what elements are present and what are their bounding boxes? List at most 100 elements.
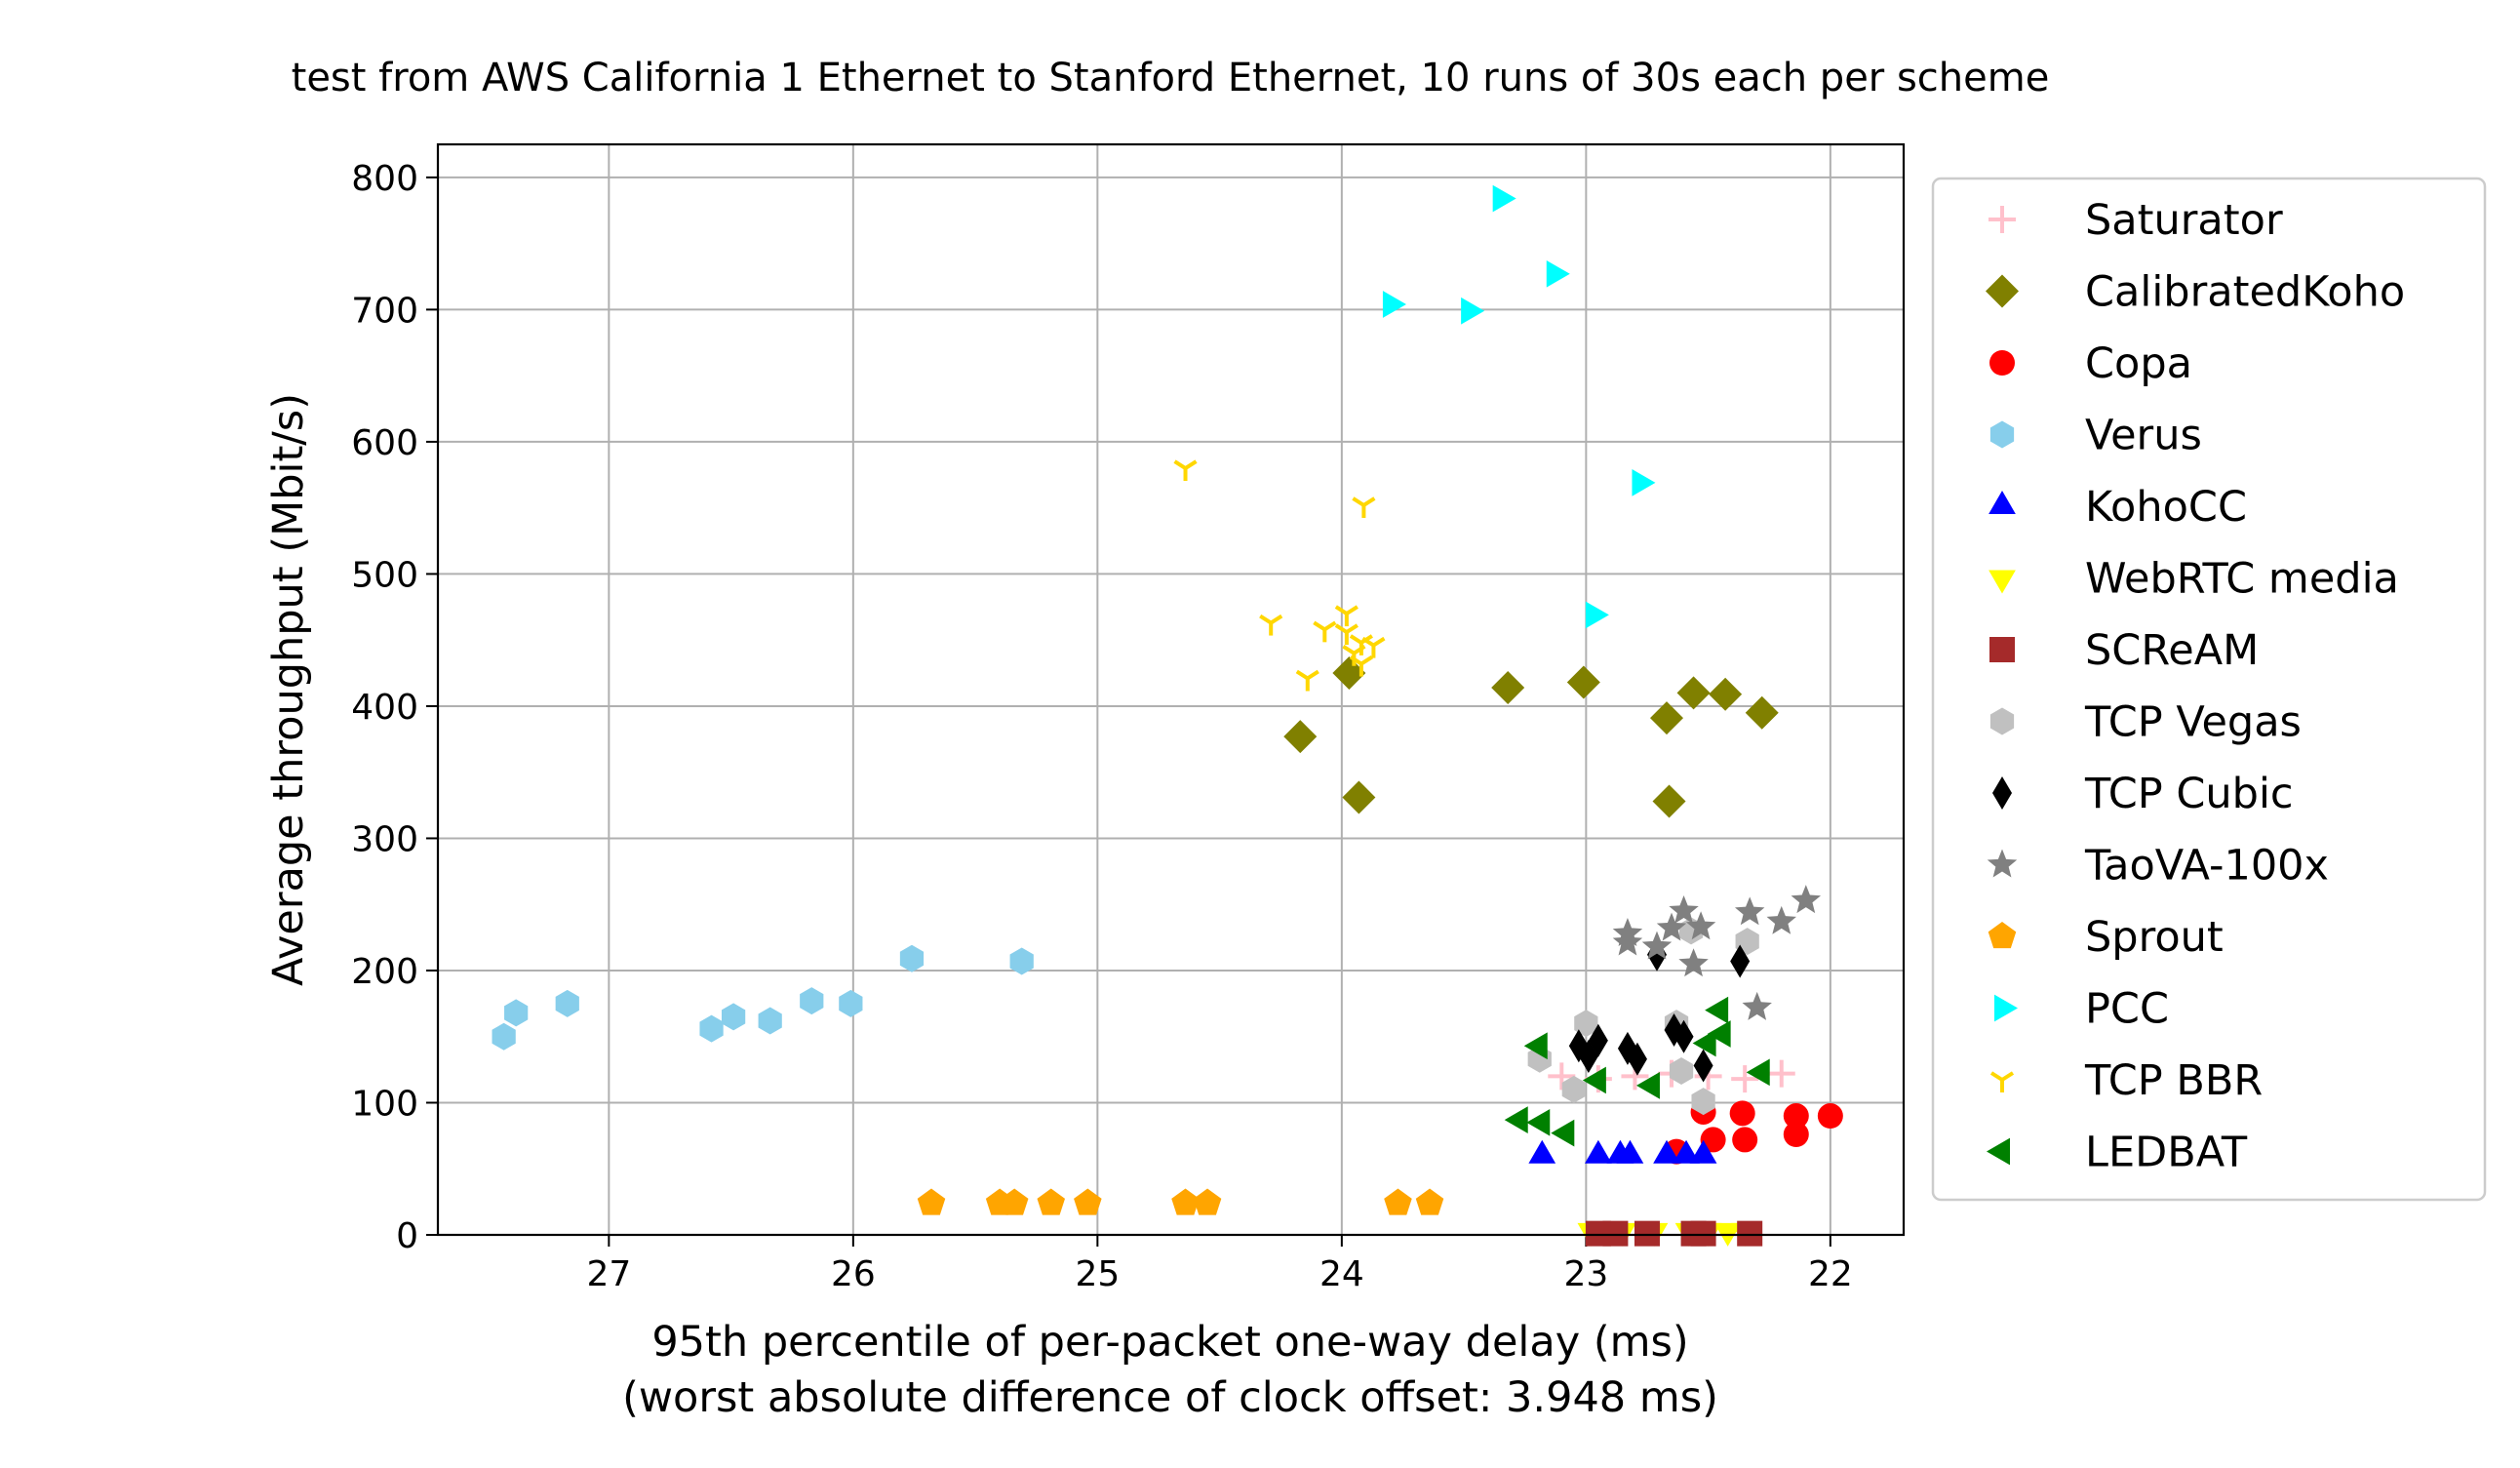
data-point-kohocc xyxy=(1653,1139,1680,1164)
data-point-scream xyxy=(1634,1220,1660,1247)
data-point-pcc xyxy=(1492,184,1516,213)
data-point-saturator xyxy=(1548,1062,1576,1091)
legend-label: KohoCC xyxy=(2085,483,2247,532)
data-point-sprout xyxy=(1037,1188,1066,1215)
legend-entry-sprout: Sprout xyxy=(1988,913,2224,962)
legend-marker-verus xyxy=(1989,420,2015,449)
legend-entry-scream: SCReAM xyxy=(1989,626,2259,675)
data-point-tcp-bbr xyxy=(1295,669,1319,692)
data-point-saturator xyxy=(1731,1065,1759,1093)
x-tick-label: 25 xyxy=(1075,1254,1120,1294)
data-point-tcp-bbr xyxy=(1259,614,1283,636)
data-point-taova-100x xyxy=(1734,896,1765,926)
data-point-kohocc xyxy=(1673,1139,1700,1164)
y-tick-label: 200 xyxy=(351,952,418,992)
legend-entry-calibratedkoho: CalibratedKoho xyxy=(1986,268,2405,317)
legend-label: LEDBAT xyxy=(2085,1129,2248,1177)
legend-entry-verus: Verus xyxy=(1989,412,2202,460)
legend-label: Sprout xyxy=(2085,913,2224,962)
data-point-ledbat xyxy=(1705,996,1729,1024)
data-point-tcp-cubic xyxy=(1588,1023,1608,1057)
legend-entry-tcp-bbr: TCP BBR xyxy=(1989,1056,2263,1105)
y-tick-label: 300 xyxy=(351,819,418,859)
y-tick-label: 100 xyxy=(351,1084,418,1124)
legend-marker-saturator xyxy=(1988,206,2016,233)
data-point-copa xyxy=(1783,1122,1809,1148)
legend-marker-taova-100x xyxy=(1987,849,2018,878)
data-point-tcp-cubic xyxy=(1673,1019,1694,1053)
data-point-ledbat xyxy=(1635,1072,1660,1099)
series-ledbat xyxy=(1504,996,1770,1147)
series-tcp-bbr xyxy=(1173,459,1386,692)
data-point-verus xyxy=(492,1022,516,1051)
data-point-verus xyxy=(758,1007,782,1035)
legend-marker-pcc xyxy=(1994,994,2018,1022)
legend-marker-tcp-cubic xyxy=(1992,776,2012,810)
y-tick-label: 400 xyxy=(351,688,418,728)
data-point-verus xyxy=(1009,947,1034,975)
data-point-copa xyxy=(1729,1100,1755,1127)
data-point-ledbat xyxy=(1523,1032,1548,1060)
legend-label: TCP Cubic xyxy=(2084,770,2294,818)
data-point-sprout xyxy=(1074,1188,1102,1215)
x-tick-label: 24 xyxy=(1319,1254,1364,1294)
legend-label: Verus xyxy=(2085,412,2202,460)
data-point-calibratedkoho xyxy=(1709,677,1743,711)
data-point-sprout xyxy=(1415,1188,1444,1215)
data-point-tcp-bbr xyxy=(1334,623,1358,646)
legend-marker-scream xyxy=(1989,637,2015,662)
legend-label: TaoVA-100x xyxy=(2084,842,2329,891)
legend-marker-kohocc xyxy=(1988,491,2016,514)
data-point-copa xyxy=(1783,1103,1809,1130)
legend-label: Copa xyxy=(2085,339,2192,388)
data-point-tcp-vegas xyxy=(1669,1056,1694,1085)
data-point-kohocc xyxy=(1528,1139,1556,1164)
legend-marker-calibratedkoho xyxy=(1986,274,2019,308)
legend-marker-tcp-vegas xyxy=(1989,707,2015,735)
y-tick-label: 600 xyxy=(351,423,418,463)
x-tick-label: 23 xyxy=(1563,1254,1608,1294)
legend-box xyxy=(1931,177,2487,1202)
data-point-copa xyxy=(1732,1127,1758,1153)
legend-marker-sprout xyxy=(1988,922,2017,949)
data-point-calibratedkoho xyxy=(1283,720,1318,754)
legend-entry-pcc: PCC xyxy=(1994,985,2169,1034)
x-axis-ticks: 27 26 25 24 23 22 xyxy=(586,1235,1853,1294)
data-point-tcp-vegas xyxy=(1691,1088,1715,1116)
series-taova-100x xyxy=(1612,885,1822,1020)
x-tick-label: 22 xyxy=(1808,1254,1853,1294)
data-point-ledbat xyxy=(1707,1020,1731,1048)
data-point-taova-100x xyxy=(1678,948,1709,977)
y-tick-label: 800 xyxy=(351,159,418,199)
data-point-calibratedkoho xyxy=(1650,701,1684,735)
series-scream xyxy=(1585,1220,1763,1247)
data-point-kohocc xyxy=(1585,1139,1612,1164)
data-point-tcp-bbr xyxy=(1361,636,1386,658)
data-point-taova-100x xyxy=(1791,885,1822,914)
legend-entry-webrtc-media: WebRTC media xyxy=(1988,555,2399,604)
legend-label: SCReAM xyxy=(2085,626,2259,675)
data-point-calibratedkoho xyxy=(1332,656,1366,691)
data-point-sprout xyxy=(1171,1188,1200,1215)
data-point-verus xyxy=(699,1014,724,1043)
data-point-taova-100x xyxy=(1669,894,1699,924)
series-tcp-vegas xyxy=(1527,917,1759,1116)
x-axis-label: 95th percentile of per-packet one-way de… xyxy=(651,1318,1688,1367)
y-tick-label: 700 xyxy=(351,291,418,331)
data-point-kohocc xyxy=(1616,1139,1644,1164)
data-point-calibratedkoho xyxy=(1342,780,1376,814)
data-point-copa xyxy=(1817,1103,1843,1130)
legend-entry-tcp-cubic: TCP Cubic xyxy=(1992,770,2294,818)
legend-marker-ledbat xyxy=(1987,1137,2010,1166)
data-point-sprout xyxy=(1193,1188,1222,1215)
series-calibratedkoho xyxy=(1283,656,1779,818)
data-point-verus xyxy=(555,989,579,1017)
data-point-sprout xyxy=(1000,1188,1029,1215)
chart-title: test from AWS California 1 Ethernet to S… xyxy=(292,56,2050,100)
data-point-pcc xyxy=(1461,297,1485,325)
plot-frame xyxy=(436,142,1906,1237)
series-tcp-cubic xyxy=(1568,937,1751,1083)
data-point-tcp-bbr xyxy=(1173,459,1198,482)
legend-marker-webrtc-media xyxy=(1988,570,2016,594)
data-points xyxy=(492,184,1843,1247)
